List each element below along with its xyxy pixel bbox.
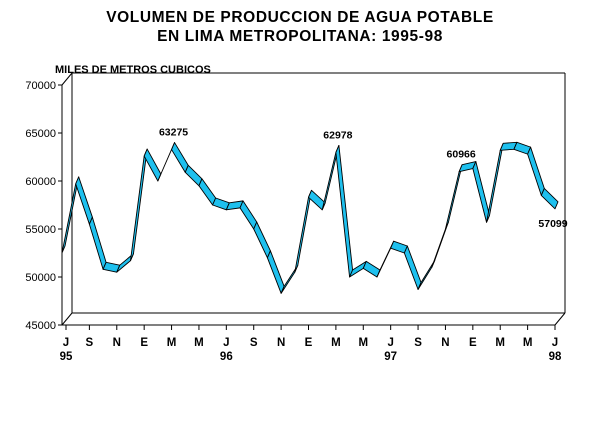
series-segment bbox=[294, 189, 312, 273]
series-segment bbox=[444, 164, 463, 230]
y-tick-label: 55000 bbox=[25, 224, 56, 236]
x-year-label: 97 bbox=[384, 351, 397, 363]
x-tick-label: J bbox=[223, 337, 229, 349]
x-tick-label: S bbox=[86, 337, 94, 349]
series-segment bbox=[239, 200, 258, 230]
x-year-label: 98 bbox=[549, 351, 562, 363]
series-segment bbox=[540, 187, 559, 210]
y-tick-label: 70000 bbox=[25, 80, 56, 92]
chart-title-line-1: VOLUMEN DE PRODUCCION DE AGUA POTABLE bbox=[106, 9, 494, 26]
series-segment bbox=[486, 142, 504, 223]
x-axis: J 95 S N E M M J 96 S N E M M J 97 S N E M M J 98 bbox=[60, 325, 562, 363]
frame-edge bbox=[61, 72, 73, 86]
x-tick-label: N bbox=[277, 337, 285, 349]
x-tick-label: E bbox=[305, 337, 313, 349]
value-annotation: 62978 bbox=[323, 129, 352, 141]
frame-edge bbox=[554, 312, 566, 326]
series-segment bbox=[75, 176, 93, 225]
series-segment bbox=[171, 142, 189, 173]
x-year-label: 95 bbox=[60, 351, 73, 363]
frame-edge bbox=[61, 312, 73, 326]
x-tick-label: E bbox=[469, 337, 477, 349]
annotations: 63275 62978 60966 57099 bbox=[159, 127, 568, 230]
series-segment bbox=[61, 176, 80, 254]
x-tick-label: M bbox=[495, 337, 505, 349]
series-segment bbox=[198, 178, 217, 206]
x-tick-label: M bbox=[331, 337, 341, 349]
y-axis-label: MILES DE METROS CUBICOS bbox=[55, 64, 211, 76]
series-segment bbox=[472, 161, 490, 223]
series-segment bbox=[362, 260, 381, 278]
y-tick-label: 60000 bbox=[25, 176, 56, 188]
y-tick-label: 45000 bbox=[25, 320, 56, 332]
x-tick-label: M bbox=[167, 337, 177, 349]
x-tick-label: J bbox=[552, 337, 558, 349]
series-segment bbox=[527, 146, 545, 196]
series-segment bbox=[335, 144, 354, 278]
x-tick-label: N bbox=[113, 337, 121, 349]
series-segment bbox=[143, 148, 162, 182]
series-segment bbox=[403, 245, 422, 290]
series-segment bbox=[253, 221, 271, 259]
series-segment bbox=[184, 164, 203, 187]
series-segment bbox=[88, 216, 107, 270]
series-segment bbox=[266, 250, 285, 294]
x-tick-label: M bbox=[523, 337, 533, 349]
value-annotation: 60966 bbox=[447, 149, 476, 161]
x-year-label: 96 bbox=[220, 351, 233, 363]
series-segment bbox=[130, 148, 148, 262]
y-axis: 45000 50000 55000 60000 65000 70000 bbox=[25, 80, 62, 332]
x-tick-label: N bbox=[441, 337, 449, 349]
x-tick-label: J bbox=[63, 337, 69, 349]
x-tick-label: S bbox=[414, 337, 422, 349]
series-ribbon bbox=[61, 141, 559, 294]
y-tick-label: 65000 bbox=[25, 128, 56, 140]
x-tick-label: M bbox=[358, 337, 368, 349]
value-annotation: 57099 bbox=[538, 218, 567, 230]
x-tick-label: M bbox=[194, 337, 204, 349]
x-tick-label: J bbox=[387, 337, 393, 349]
x-tick-label: E bbox=[140, 337, 148, 349]
y-tick-label: 50000 bbox=[25, 272, 56, 284]
chart-title-group: VOLUMEN DE PRODUCCION DE AGUA POTABLE EN … bbox=[106, 9, 494, 45]
x-tick-label: S bbox=[250, 337, 258, 349]
chart-title-line-2: EN LIMA METROPOLITANA: 1995-98 bbox=[157, 28, 443, 45]
value-annotation: 63275 bbox=[159, 127, 188, 139]
